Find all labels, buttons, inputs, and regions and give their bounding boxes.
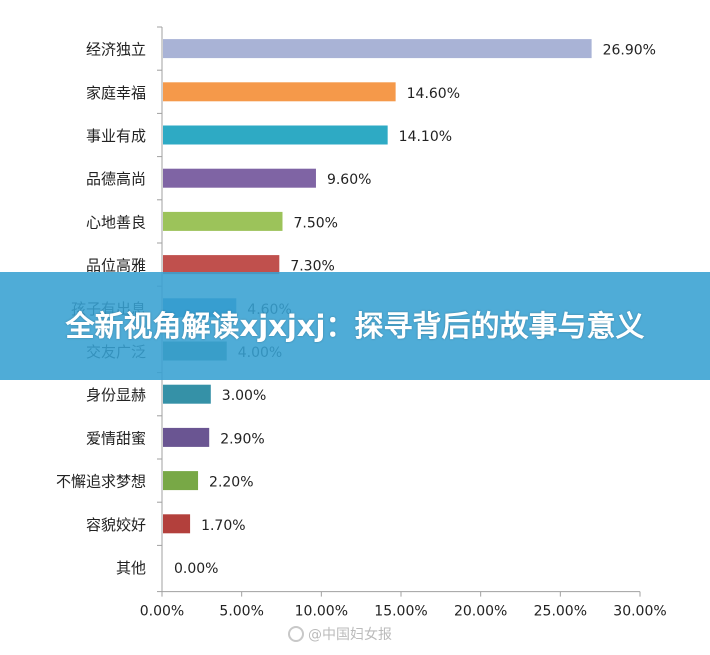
x-tick-label: 5.00% (219, 604, 263, 620)
category-label: 不懈追求梦想 (56, 473, 146, 491)
value-label: 2.20% (209, 475, 253, 491)
x-tick-label: 0.00% (140, 604, 184, 620)
watermark-text: @中国妇女报 (308, 627, 392, 643)
bar (163, 82, 396, 102)
category-label: 家庭幸福 (86, 84, 146, 102)
category-label: 爱情甜蜜 (86, 429, 146, 447)
value-label: 26.90% (603, 43, 656, 59)
title-banner: 全新视角解读xjxjxj：探寻背后的故事与意义 (0, 272, 710, 380)
category-label: 容貌姣好 (86, 516, 146, 534)
value-label: 0.00% (174, 561, 218, 577)
value-label: 3.00% (222, 388, 266, 404)
x-tick-label: 10.00% (295, 604, 348, 620)
category-label: 事业有成 (86, 127, 146, 145)
value-label: 2.90% (220, 431, 264, 447)
bar (163, 255, 280, 275)
bar (163, 168, 316, 188)
category-label: 品位高雅 (86, 257, 146, 275)
bar (163, 471, 199, 491)
x-tick-label: 30.00% (613, 604, 666, 620)
category-label: 其他 (116, 559, 146, 577)
bar (163, 384, 211, 404)
value-label: 7.50% (294, 215, 338, 231)
value-label: 14.10% (399, 129, 452, 145)
banner-title: 全新视角解读xjxjxj：探寻背后的故事与意义 (65, 309, 645, 343)
category-label: 经济独立 (86, 41, 146, 59)
bar (163, 125, 388, 145)
bar (163, 211, 283, 231)
x-tick-label: 15.00% (374, 604, 427, 620)
value-label: 7.30% (290, 259, 334, 275)
value-label: 9.60% (327, 172, 371, 188)
x-tick-label: 20.00% (454, 604, 507, 620)
bar (163, 427, 210, 447)
x-tick-label: 25.00% (534, 604, 587, 620)
category-label: 心地善良 (86, 213, 146, 231)
category-label: 身份显赫 (86, 386, 146, 404)
watermark: @中国妇女报 (288, 624, 392, 644)
value-label: 14.60% (407, 86, 460, 102)
category-label: 品德高尚 (86, 170, 146, 188)
bar (163, 39, 592, 59)
value-label: 1.70% (201, 518, 245, 534)
weibo-icon (288, 626, 304, 642)
bar (163, 514, 191, 534)
